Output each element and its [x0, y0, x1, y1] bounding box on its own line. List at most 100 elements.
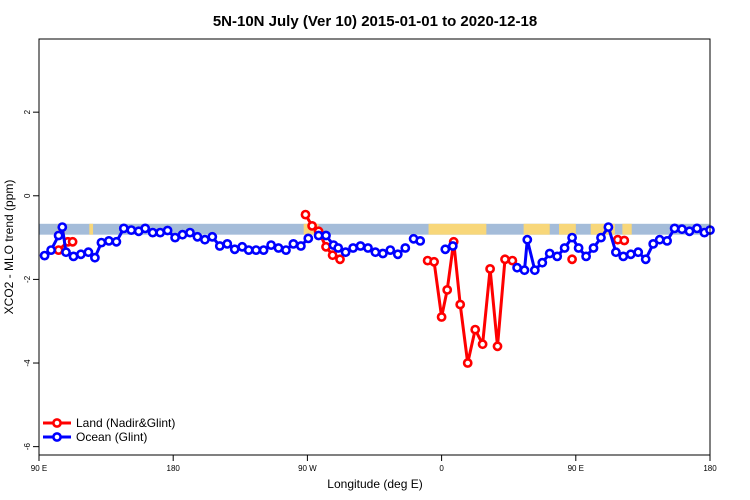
land-data-point	[442, 284, 453, 295]
ocean-data-point	[355, 241, 366, 251]
ocean-data-point	[207, 231, 218, 242]
ocean-data-point	[522, 234, 533, 245]
x-tick-label: 180	[167, 464, 181, 473]
ocean-data-point	[385, 245, 396, 255]
ocean-data-point	[273, 243, 284, 253]
land-data-point	[436, 312, 447, 322]
x-tick-label: 180	[703, 464, 717, 473]
chart-title: 5N-10N July (Ver 10) 2015-01-01 to 2020-…	[213, 13, 537, 30]
map-strip-land	[523, 223, 550, 235]
map-strip-land	[89, 223, 94, 235]
land-data-point	[567, 254, 577, 265]
land-data-point	[500, 254, 510, 265]
ocean-data-point	[321, 230, 331, 241]
ocean-data-point	[415, 235, 426, 246]
x-tick-label: 90 E	[568, 464, 584, 473]
x-tick-label: 90 E	[31, 464, 47, 473]
ocean-data-point	[222, 238, 233, 249]
series-layer	[39, 209, 715, 368]
ocean-data-point	[39, 250, 50, 261]
land-data-point	[321, 241, 331, 252]
ocean-data-point	[573, 243, 584, 253]
ocean-data-point	[552, 251, 563, 262]
y-axis-label: XCO2 - MLO trend (ppm)	[2, 180, 16, 315]
ocean-data-point	[192, 231, 203, 242]
ocean-data-point	[588, 243, 599, 253]
land-data-point	[470, 324, 481, 335]
legend-land-marker	[52, 418, 62, 428]
ocean-data-point	[648, 238, 659, 249]
ocean-data-point	[692, 223, 702, 234]
land-data-point	[300, 209, 311, 220]
ocean-data-point	[370, 247, 381, 258]
y-tick-label: -6	[23, 443, 32, 451]
ocean-data-point	[596, 232, 606, 243]
x-tick-label: 90 W	[298, 464, 317, 473]
ocean-data-point	[618, 251, 629, 262]
ocean-data-point	[229, 244, 240, 255]
legend-land-label: Land (Nadir&Glint)	[76, 416, 175, 430]
ocean-data-point	[61, 247, 71, 258]
land-data-point	[619, 235, 630, 246]
ocean-data-point	[288, 238, 299, 249]
ocean-data-point	[57, 222, 68, 232]
ocean-data-point	[447, 241, 458, 251]
ocean-data-point	[519, 265, 530, 276]
ocean-data-point	[177, 229, 188, 240]
ocean-data-point	[53, 230, 64, 241]
ocean-data-point	[76, 249, 86, 260]
ocean-data-point	[340, 247, 351, 258]
legend: Land (Nadir&Glint)Ocean (Glint)	[43, 416, 175, 444]
ocean-data-point	[83, 247, 94, 258]
y-tick-label: -4	[23, 359, 32, 367]
land-data-point	[335, 254, 345, 265]
land-data-point	[492, 341, 503, 352]
land-data-point	[455, 299, 466, 310]
ocean-data-point	[684, 226, 695, 237]
ocean-data-point	[258, 245, 269, 255]
land-data-point	[485, 263, 495, 274]
ocean-data-point	[111, 236, 122, 247]
ocean-data-point	[162, 225, 173, 236]
ocean-data-point	[90, 252, 100, 263]
ocean-data-point	[251, 245, 261, 255]
map-strip-land	[622, 223, 632, 235]
map-strip-ocean	[39, 223, 710, 235]
map-strip-land	[559, 223, 576, 235]
x-axis: 90 E 180 90 W 0 90 E 180	[31, 455, 717, 473]
land-data-point	[327, 250, 338, 261]
ocean-data-point	[147, 227, 158, 238]
land-data-point	[307, 220, 317, 231]
ocean-data-point	[392, 249, 403, 260]
ocean-data-point	[214, 241, 225, 251]
legend-ocean-marker	[52, 432, 62, 442]
ocean-data-point	[581, 251, 591, 262]
x-axis-label: Longitude (deg E)	[327, 477, 422, 491]
ocean-data-point	[126, 225, 137, 235]
ocean-data-point	[529, 265, 540, 276]
legend-ocean-label: Ocean (Glint)	[76, 430, 147, 444]
ocean-data-point	[559, 243, 570, 253]
ocean-data-point	[603, 222, 614, 232]
x-tick-label: 0	[439, 464, 444, 473]
land-data-point	[429, 256, 439, 267]
ocean-data-point	[537, 257, 548, 268]
ocean-data-point	[611, 247, 621, 258]
ocean-data-point	[303, 233, 314, 244]
ocean-data-point	[96, 237, 107, 248]
ocean-data-point	[567, 232, 577, 243]
ocean-data-point	[333, 243, 344, 253]
ocean-data-point	[633, 247, 644, 258]
ocean-data-point	[677, 224, 687, 235]
ocean-data-point	[348, 243, 358, 253]
ocean-data-point	[104, 235, 114, 246]
ocean-data-point	[640, 254, 651, 265]
ocean-data-point	[544, 248, 555, 259]
land-data-point	[477, 339, 488, 350]
ocean-data-point	[185, 227, 195, 238]
ocean-data-point	[281, 245, 291, 255]
ocean-data-point	[377, 248, 388, 259]
ocean-data-point	[46, 245, 56, 255]
plot-frame	[38, 38, 711, 456]
